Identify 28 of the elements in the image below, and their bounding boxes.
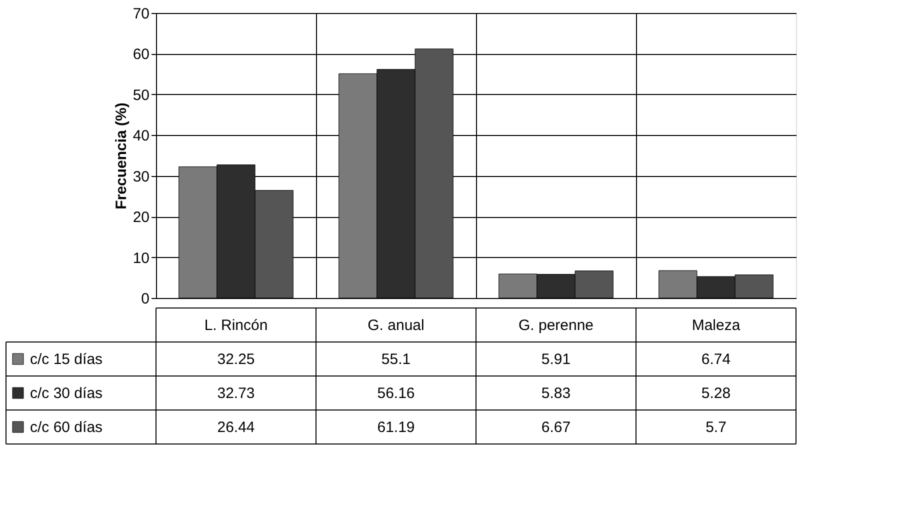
data-label: 5.91 [541,351,571,368]
data-label: 55.1 [381,351,411,368]
y-tick-label: 0 [141,290,150,308]
data-label: 61.19 [377,419,415,436]
data-label: 5.7 [706,419,726,436]
y-tick-label: 60 [132,46,150,64]
y-tick-label: 70 [132,6,150,22]
data-label: 5.28 [701,385,731,402]
y-tick-label: 20 [132,209,150,226]
y-tick-label: 30 [132,168,150,186]
data-label: 6.67 [541,419,571,436]
data-label: 5.83 [541,385,571,402]
y-tick-label: 50 [132,86,150,104]
legend-label: c/c 15 días [30,351,103,368]
legend-label: c/c 30 días [30,385,103,402]
x-tick-label: G. perenne [518,317,594,334]
legend-label: c/c 60 días [30,419,103,436]
y-tick-label: 40 [132,128,150,145]
data-label: 6.74 [701,351,731,368]
data-label: 26.44 [217,419,255,436]
x-tick-label: Maleza [692,317,741,334]
data-label: 32.25 [217,351,255,368]
x-tick-label: L. Rincón [204,317,268,334]
y-axis-title: Frecuencia (%) [112,102,130,210]
x-tick-label: G. anual [368,317,424,334]
data-label: 56.16 [377,385,415,402]
data-label: 32.73 [217,385,255,402]
y-tick-label: 10 [132,250,150,267]
